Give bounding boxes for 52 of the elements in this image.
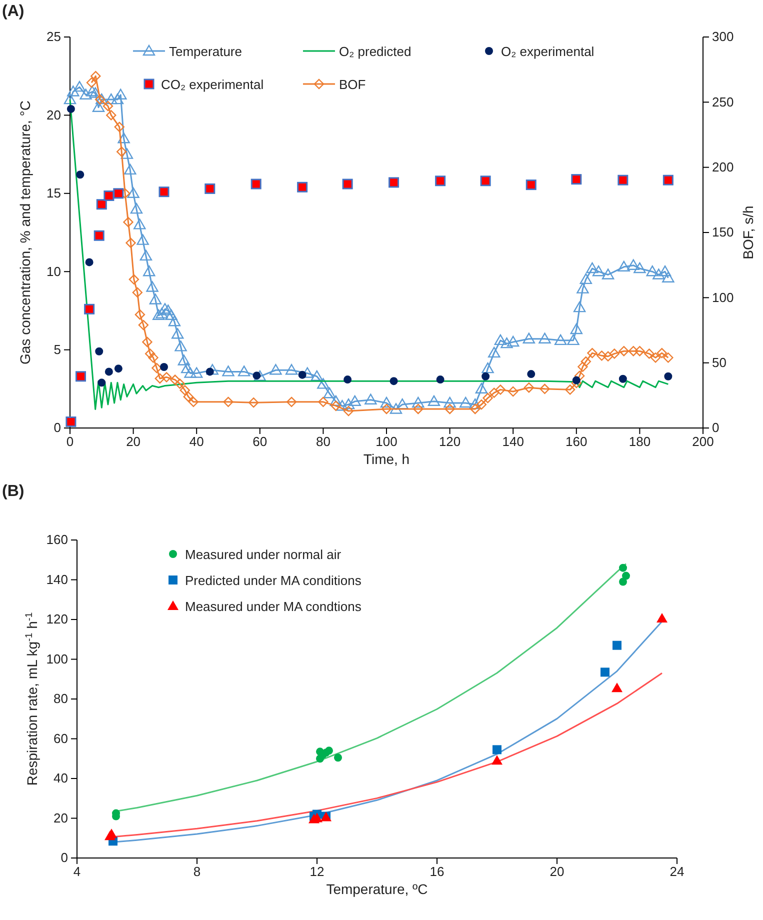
y-tick-label: 160: [46, 532, 68, 548]
x-tick-label: 20: [550, 864, 564, 880]
legend-label: Measured under normal air: [185, 547, 342, 562]
y-tick-label: 80: [54, 691, 68, 706]
x-tick-label: 12: [310, 864, 324, 880]
y-tick-label: 25: [46, 29, 61, 44]
x-tick-label: 16: [430, 864, 444, 880]
y2-tick-label: 300: [712, 29, 734, 44]
y-tick-label: 15: [46, 186, 61, 201]
y2-tick-label: 200: [712, 159, 734, 174]
y2-tick-label: 150: [712, 224, 734, 240]
y-tick-label: 40: [54, 770, 68, 786]
y-tick-label: 5: [54, 342, 61, 357]
chart-title: (B): [2, 483, 24, 500]
x-axis-title: Temperature, ºC: [326, 881, 428, 897]
x-tick-label: 20: [126, 434, 141, 450]
x-tick-label: 180: [628, 434, 651, 450]
x-tick-label: 200: [692, 434, 714, 450]
x-tick-label: 24: [670, 864, 684, 880]
x-tick-label: 160: [566, 434, 588, 450]
y-tick-label: 60: [54, 730, 68, 746]
y2-tick-label: 50: [712, 354, 726, 370]
y-tick-label: 0: [60, 850, 68, 866]
y2-tick-label: 250: [712, 94, 734, 110]
x-tick-label: 8: [193, 864, 201, 880]
x-tick-label: 80: [316, 434, 330, 450]
y2-tick-label: 0: [712, 420, 720, 436]
x-tick-label: 60: [252, 434, 268, 450]
x-tick-label: 140: [502, 434, 524, 450]
y-tick-label: 20: [46, 107, 61, 122]
y2-axis-title: BOF, s/h: [740, 206, 756, 260]
legend-label: CO₂ experimental: [161, 77, 264, 92]
y-tick-label: 0: [54, 420, 61, 436]
x-tick-label: 40: [189, 434, 204, 450]
y-tick-label: 120: [46, 612, 68, 627]
legend-label: O₂ predicted: [339, 44, 412, 59]
x-tick-label: 4: [73, 864, 81, 880]
x-tick-label: 120: [438, 434, 461, 450]
legend-label: O₂ experimental: [501, 44, 594, 59]
x-axis-title: Time, h: [363, 451, 410, 467]
legend-label: Measured under MA condtions: [185, 599, 362, 614]
chart-title: (A): [2, 3, 24, 20]
legend-label: BOF: [339, 77, 366, 92]
y-tick-label: 20: [54, 810, 68, 826]
y-tick-label: 140: [46, 572, 68, 587]
y-tick-label: 100: [46, 651, 68, 666]
legend-label: Temperature: [169, 44, 242, 59]
y2-tick-label: 100: [712, 290, 734, 305]
y-axis-title: Gas concentration, % and temperature, °C: [17, 100, 33, 364]
x-tick-label: 100: [376, 434, 398, 450]
y-tick-label: 10: [46, 264, 61, 279]
legend-label: Predicted under MA conditions: [185, 573, 362, 588]
